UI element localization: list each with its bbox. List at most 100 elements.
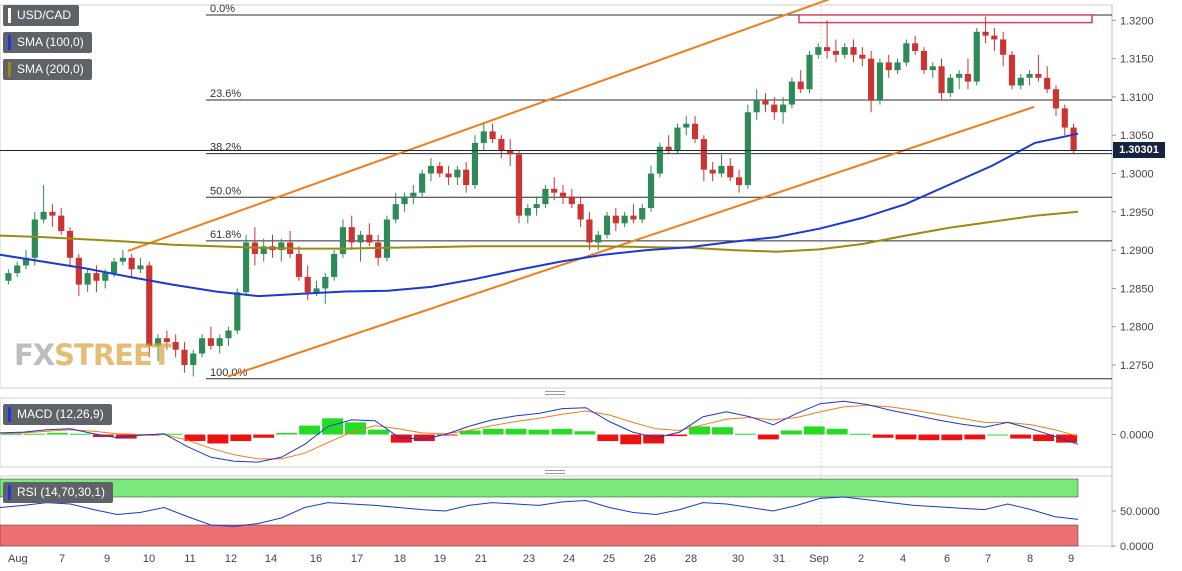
macd-histogram-bar <box>1033 434 1055 442</box>
macd-histogram-bar <box>941 434 963 441</box>
candle-body <box>234 292 241 331</box>
candle-body <box>700 139 707 170</box>
candle-body <box>727 165 734 178</box>
macd-histogram-bar <box>987 434 1009 436</box>
y-tick-label: 1.2800 <box>1120 322 1154 334</box>
candle-body <box>304 276 311 293</box>
candle-body <box>1044 77 1051 90</box>
candle-body <box>260 246 267 254</box>
sma100-legend[interactable]: SMA (100,0) <box>3 32 92 53</box>
x-tick-label: 23 <box>523 553 535 565</box>
candle-body <box>762 100 769 105</box>
sma200-line <box>0 210 1079 253</box>
candle-body <box>903 43 910 63</box>
y-tick-label: 1.2950 <box>1120 207 1154 219</box>
candle-body <box>841 47 848 55</box>
candle-body <box>436 165 443 174</box>
candle-body <box>102 273 109 281</box>
candle-body <box>225 330 232 339</box>
x-tick-label: 26 <box>644 553 656 565</box>
sma100-swatch <box>8 35 11 50</box>
candle-body <box>1008 54 1016 86</box>
macd-histogram <box>1 418 1077 445</box>
candle-body <box>639 207 646 220</box>
macd-histogram-bar <box>207 434 229 444</box>
macd-histogram-bar <box>1010 434 1032 439</box>
candle-body <box>850 47 857 55</box>
macd-histogram-bar <box>276 432 298 435</box>
candle-body <box>876 62 884 101</box>
candle-body <box>674 127 681 151</box>
candle-body <box>559 192 567 197</box>
macd-histogram-bar <box>1 433 22 435</box>
candle-body <box>947 77 954 94</box>
candle-body <box>665 146 672 151</box>
candle-body <box>498 139 505 151</box>
macd-histogram-bar <box>918 434 940 441</box>
macd-histogram-bar <box>734 433 756 435</box>
y-tick-label: 1.2900 <box>1120 245 1154 257</box>
candle-body <box>885 62 892 71</box>
candle-body <box>427 165 435 174</box>
x-tick-label: 6 <box>944 553 950 565</box>
candle-body <box>313 288 320 293</box>
macd-swatch <box>8 407 11 422</box>
rsi-oversold-zone <box>0 524 1079 547</box>
candle-body <box>278 242 285 251</box>
macd-histogram-bar <box>964 434 986 440</box>
candle-body <box>577 204 584 220</box>
macd-histogram-bar <box>620 434 642 445</box>
macd-histogram-bar <box>803 426 825 435</box>
x-tick-label: 8 <box>1027 553 1033 565</box>
sma200-legend[interactable]: SMA (200,0) <box>3 59 92 80</box>
watermark-street: STREET <box>54 338 171 372</box>
fxstreet-watermark: FXSTREET <box>14 338 172 372</box>
candle-body <box>40 211 47 220</box>
candle-body <box>1052 89 1060 109</box>
candle-body <box>331 253 338 277</box>
candle-body <box>815 47 822 55</box>
macd-histogram-bar <box>780 430 802 435</box>
candle-body <box>366 234 373 243</box>
macd-legend[interactable]: MACD (12,26,9) <box>3 404 112 425</box>
macd-histogram-bar <box>46 432 68 435</box>
candle-body <box>190 353 197 366</box>
macd-histogram-bar <box>551 428 573 435</box>
candle-body <box>780 104 787 113</box>
y-tick-label: 1.3000 <box>1120 169 1154 181</box>
candle-body <box>348 227 355 243</box>
last-price-badge: 1.30301 <box>1113 142 1165 158</box>
x-tick-label: 24 <box>563 553 575 565</box>
price-swatch <box>8 8 11 23</box>
macd-histogram-bar <box>666 434 688 437</box>
candle-body <box>163 338 170 343</box>
macd-histogram-bar <box>597 434 619 442</box>
x-tick-label: 31 <box>773 553 785 565</box>
macd-legend-label: MACD (12,26,9) <box>17 407 104 421</box>
candle-body <box>507 150 514 155</box>
candle-body <box>383 219 391 258</box>
candle-body <box>322 276 329 289</box>
candle-body <box>568 196 575 205</box>
candle-body <box>471 142 479 186</box>
candle-body <box>480 131 487 143</box>
rsi-y-tick-label: 0.0000 <box>1120 541 1154 553</box>
macd-histogram-bar <box>1056 434 1077 443</box>
fib-level-label: 61.8% <box>210 229 241 241</box>
x-tick-label: 9 <box>1068 553 1074 565</box>
candle-body <box>49 211 56 216</box>
candle-body <box>1000 39 1007 55</box>
x-tick-label: Aug <box>8 553 28 565</box>
candle-body <box>5 273 12 281</box>
candle-body <box>771 104 778 113</box>
rsi-legend[interactable]: RSI (14,70,30,1) <box>3 482 114 503</box>
x-tick-label: 18 <box>394 553 406 565</box>
price-legend[interactable]: USD/CAD <box>3 5 80 26</box>
candles-group <box>5 16 1077 377</box>
x-tick-label: 2 <box>858 553 864 565</box>
candle-body <box>586 219 593 243</box>
candle-body <box>392 204 399 220</box>
candle-body <box>58 215 65 231</box>
